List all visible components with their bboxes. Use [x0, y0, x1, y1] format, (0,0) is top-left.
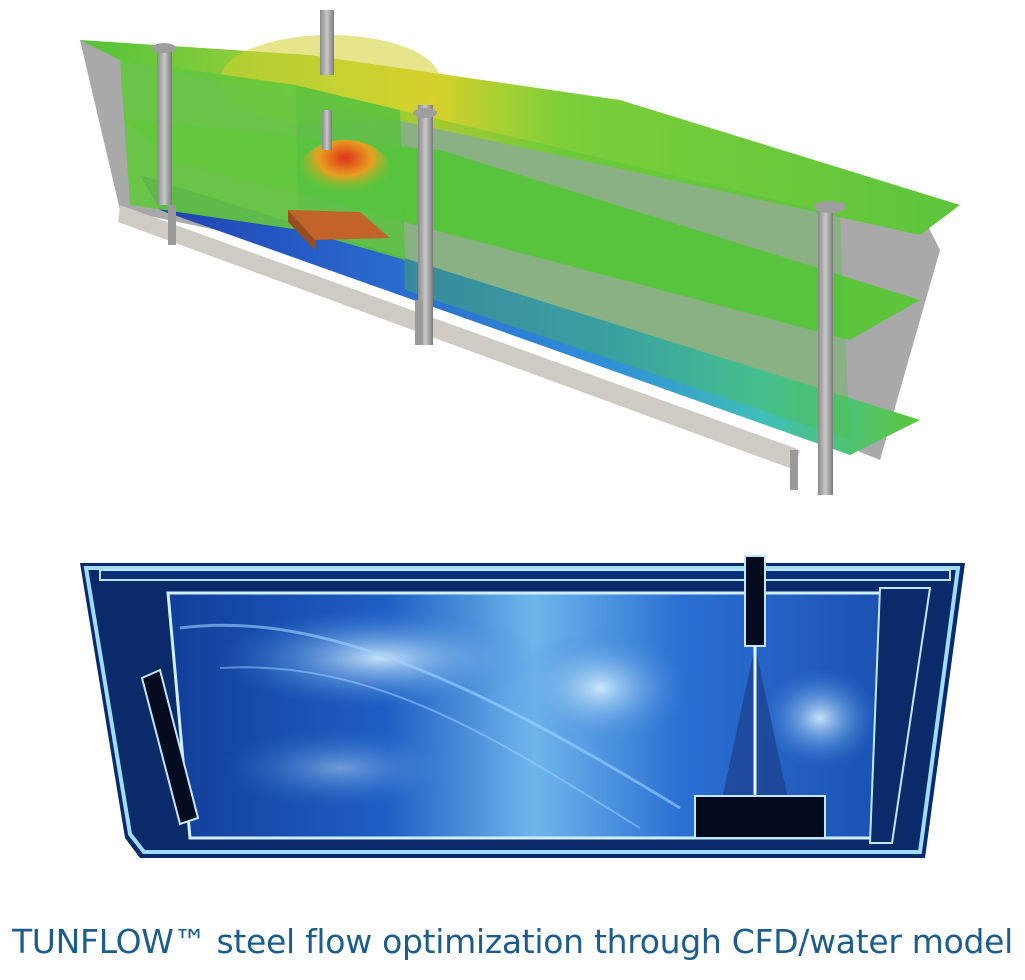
water-model-image: [80, 555, 965, 858]
cfd-simulation-image: [80, 10, 960, 495]
figure-caption: TUNFLOW™ steel flow optimization through…: [11, 922, 1014, 961]
